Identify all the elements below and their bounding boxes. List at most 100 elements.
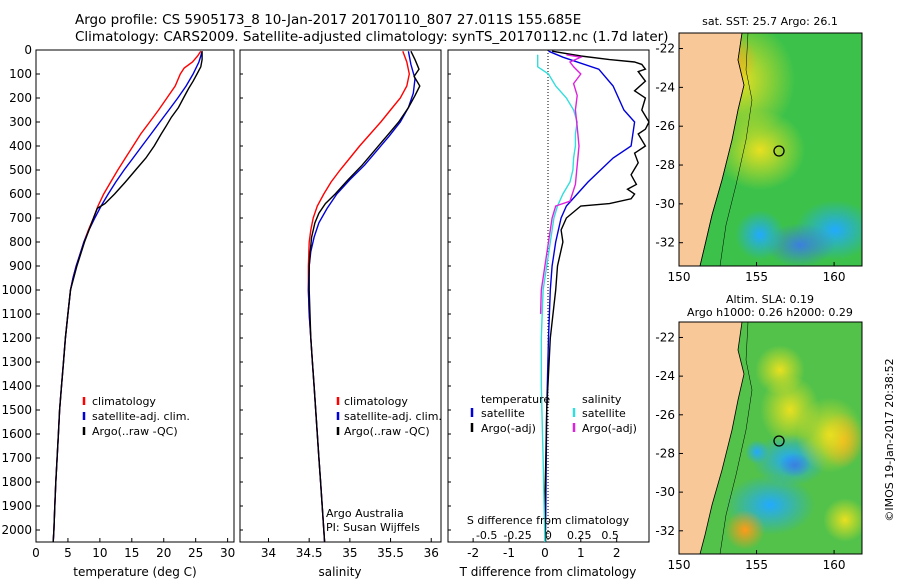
salinity-difference-tick-label: 0.5 xyxy=(601,529,619,542)
lon-tick-label: 160 xyxy=(823,270,846,284)
temperature-difference-label: T difference from climatology xyxy=(459,565,637,579)
legend-label-climatology: climatology xyxy=(344,395,408,408)
argo-location-marker xyxy=(773,145,785,157)
difference-series xyxy=(448,49,650,543)
sla-land xyxy=(679,322,745,554)
salinity-difference-tick-label: -0.5 xyxy=(476,529,497,542)
lat-tick-label: -28 xyxy=(655,446,675,460)
legend-label-temp-satellite: satellite xyxy=(481,407,525,420)
sst-field xyxy=(679,33,862,266)
sla-longitude-axis: 150 155 160 xyxy=(668,550,846,572)
x-tick-label: -2 xyxy=(467,546,479,560)
y-tick-label: 1200 xyxy=(1,331,32,345)
y-tick-label: 800 xyxy=(9,235,32,249)
salinity-difference-axis: -0.5 -0.25 0 0.25 0.5 xyxy=(476,529,619,542)
x-tick-label: 5 xyxy=(64,546,72,560)
lat-tick-label: -24 xyxy=(655,80,675,94)
y-tick-label: 1300 xyxy=(1,355,32,369)
sla-latitude-axis: -22 -24 -26 -28 -30 -32 xyxy=(655,330,683,538)
y-tick-label: 1500 xyxy=(1,403,32,417)
sst-map-frame xyxy=(678,32,863,267)
y-tick-label: 1100 xyxy=(1,307,32,321)
sla-map-title-2: Argo h1000: 0.26 h2000: 0.29 xyxy=(687,306,853,319)
lat-tick-label: -24 xyxy=(655,369,675,383)
legend-label-argo: Argo(..raw -QC) xyxy=(92,425,178,438)
series-line-salinity-satellite xyxy=(537,54,578,543)
y-tick-label: 600 xyxy=(9,187,32,201)
y-tick-label: 1400 xyxy=(1,379,32,393)
x-tick-label: 36 xyxy=(424,546,439,560)
series-line-argo-raw-qc- xyxy=(308,50,421,543)
series-line-salinity-argo-adj- xyxy=(539,54,584,315)
y-tick-label: 200 xyxy=(9,91,32,105)
salinity-legend: climatology satellite-adj. clim. Argo(..… xyxy=(336,395,442,438)
temperature-x-label: temperature (deg C) xyxy=(73,565,196,579)
imos-credit: ©IMOS 19-Jan-2017 20:38:52 xyxy=(883,358,896,521)
legend-label-temp-argo: Argo(-adj) xyxy=(481,422,536,435)
temperature-plot-frame xyxy=(35,49,235,543)
x-tick-label: 20 xyxy=(156,546,171,560)
salinity-series xyxy=(240,49,421,543)
legend-label-satellite: satellite-adj. clim. xyxy=(344,410,442,423)
legend-label-climatology: climatology xyxy=(92,395,156,408)
x-tick-label: 15 xyxy=(124,546,139,560)
y-tick-label: 500 xyxy=(9,163,32,177)
salinity-plot-frame xyxy=(239,49,442,543)
salinity-panel: 34 34.5 35 35.5 36 salinity climatology sate… xyxy=(239,49,442,579)
y-tick-label: 1800 xyxy=(1,475,32,489)
legend-label-sal-argo: Argo(-adj) xyxy=(582,422,637,435)
annotation-pi: PI: Susan Wijffels xyxy=(326,521,420,534)
salinity-difference-tick-label: 0 xyxy=(545,529,552,542)
lat-tick-label: -26 xyxy=(655,408,675,422)
temperature-x-axis: 0 5 10 15 20 25 30 xyxy=(32,538,235,560)
lat-tick-label: -26 xyxy=(655,119,675,133)
sla-map: Altim. SLA: 0.19 Argo h1000: 0.26 h2000:… xyxy=(655,293,896,572)
title-line-1: Argo profile: CS 5905173_8 10-Jan-2017 2… xyxy=(75,12,582,28)
x-tick-label: 10 xyxy=(92,546,107,560)
lat-tick-label: -22 xyxy=(655,42,675,56)
y-tick-label: 700 xyxy=(9,211,32,225)
temperature-panel: 0100200300400500600700800900100011001200… xyxy=(1,43,235,579)
sst-longitude-axis: 150 155 160 xyxy=(668,262,846,284)
series-line-temperature-argo-adj- xyxy=(544,50,650,543)
lon-tick-label: 160 xyxy=(823,558,846,572)
salinity-x-axis: 34 34.5 35 35.5 36 xyxy=(261,538,439,560)
lat-tick-label: -28 xyxy=(655,158,675,172)
y-tick-label: 0 xyxy=(24,43,32,57)
series-line-temperature-satellite xyxy=(544,50,636,531)
y-tick-label: 300 xyxy=(9,115,32,129)
y-tick-label: 1900 xyxy=(1,499,32,513)
x-tick-label: 2 xyxy=(613,546,621,560)
y-tick-label: 400 xyxy=(9,139,32,153)
y-tick-label: 900 xyxy=(9,259,32,273)
sst-map-title: sat. SST: 25.7 Argo: 26.1 xyxy=(702,15,838,28)
series-line-argo-raw-qc- xyxy=(52,51,203,543)
annotation-agency: Argo Australia xyxy=(326,507,404,520)
lat-tick-label: -22 xyxy=(655,330,675,344)
legend-header-salinity: salinity xyxy=(582,393,622,406)
legend-label-satellite: satellite-adj. clim. xyxy=(92,410,190,423)
sla-map-frame xyxy=(678,321,863,555)
x-tick-label: 0 xyxy=(541,546,549,560)
depth-axis: 0 100 200 300 400 500 600 700 800 900 1000 1100 1200… xyxy=(1,43,40,537)
sla-map-title-1: Altim. SLA: 0.19 xyxy=(726,293,814,306)
sst-map: sat. SST: 25.7 Argo: 26.1 xyxy=(655,15,863,284)
x-tick-label: 25 xyxy=(188,546,203,560)
x-tick-label: 30 xyxy=(220,546,235,560)
x-tick-label: -1 xyxy=(503,546,515,560)
y-tick-label: 100 xyxy=(9,67,32,81)
lat-tick-label: -32 xyxy=(655,524,675,538)
sst-latitude-axis: -22 -24 -26 -28 -30 -32 xyxy=(655,42,683,250)
legend-label-argo: Argo(..raw -QC) xyxy=(344,425,430,438)
lat-tick-label: -30 xyxy=(655,485,675,499)
difference-panel: -2 -1 0 1 2 -0.5 -0.25 0 0.25 0.5 S difference f… xyxy=(447,49,650,579)
legend-label-sal-satellite: satellite xyxy=(582,407,626,420)
lat-tick-label: -32 xyxy=(655,236,675,250)
difference-legend: temperature salinity satellite Argo(-adj… xyxy=(470,393,637,435)
salinity-difference-label: S difference from climatology xyxy=(467,514,630,527)
lat-tick-label: -30 xyxy=(655,197,675,211)
y-tick-label: 1600 xyxy=(1,427,32,441)
temperature-legend: climatology satellite-adj. clim. Argo(..… xyxy=(82,395,190,438)
